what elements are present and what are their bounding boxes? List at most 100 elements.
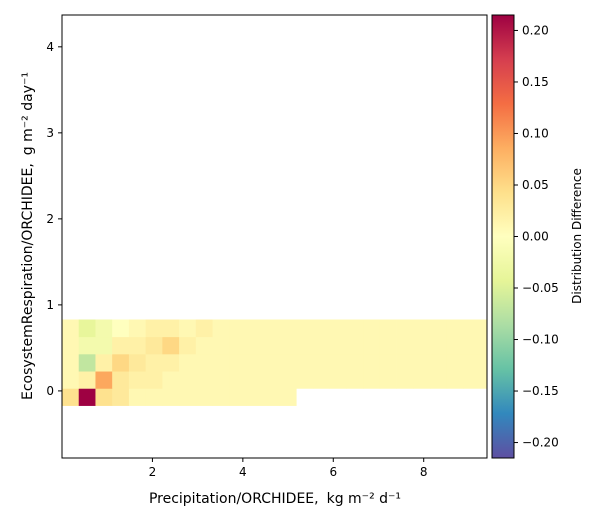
heatmap-cell [212, 388, 230, 406]
heatmap-cell [145, 319, 163, 338]
heatmap-cell [446, 371, 464, 389]
heatmap-cell [312, 371, 331, 389]
heatmap-cell [312, 319, 331, 338]
heatmap-cell [246, 388, 264, 406]
heatmap-cell [463, 353, 481, 372]
heatmap-cell [581, 320, 598, 338]
heatmap-cell [413, 319, 431, 338]
heatmap-cell [446, 319, 464, 338]
heatmap-cell [480, 336, 487, 355]
heatmap-cell [430, 371, 448, 389]
heatmap-cell [296, 353, 314, 372]
heatmap-cell [480, 319, 487, 338]
heatmap-cell [212, 353, 230, 372]
colorbar-tick-label: 0.15 [522, 75, 549, 89]
heatmap-cell [212, 336, 230, 355]
heatmap-cell [296, 336, 314, 355]
heatmap-cell [547, 354, 564, 372]
heatmap-cell [262, 353, 280, 372]
heatmap-cell [564, 320, 581, 338]
y-axis: 0 1 2 3 4 [46, 40, 62, 398]
heatmap-cell [329, 353, 347, 372]
heatmap-cell [363, 353, 381, 372]
y-tick-label: 3 [46, 126, 54, 140]
heatmap-cell [112, 319, 130, 338]
heatmap-cell [329, 336, 347, 355]
heatmap-cell [128, 319, 147, 338]
heatmap-cell [179, 371, 197, 389]
heatmap-cell [145, 388, 163, 406]
heatmap-cell [379, 336, 397, 355]
heatmap-cells [62, 319, 598, 406]
colorbar-tick-label: 0.05 [522, 178, 549, 192]
heatmap-cell [430, 319, 448, 338]
heatmap-cell [195, 388, 213, 406]
heatmap-cell [363, 319, 381, 338]
y-tick-label: 0 [46, 384, 54, 398]
colorbar-tick-label: −0.05 [522, 281, 559, 295]
heatmap-cell [262, 319, 280, 338]
heatmap-cell [179, 388, 197, 406]
plot-frame [61, 14, 488, 459]
x-axis-title: Precipitation/ORCHIDEE, kg m⁻² d⁻¹ [149, 491, 401, 507]
heatmap-cell [145, 353, 163, 372]
heatmap-cell [530, 354, 547, 372]
heatmap-cell [246, 319, 264, 338]
heatmap-cell [179, 353, 197, 372]
x-axis: 2 4 6 8 [149, 458, 428, 479]
heatmap-cell [246, 336, 264, 355]
colorbar-tick-label: −0.15 [522, 384, 559, 398]
heatmap-cell [112, 336, 130, 355]
heatmap-cell [62, 319, 80, 338]
heatmap-cell [212, 371, 230, 389]
heatmap-cell [145, 371, 163, 389]
heatmap-cell [430, 336, 448, 355]
x-tick-label: 8 [420, 465, 428, 479]
heatmap-cell [413, 371, 431, 389]
heatmap-cell [246, 353, 264, 372]
heatmap-cell [379, 319, 397, 338]
colorbar-tick-label: 0.00 [522, 230, 549, 244]
heatmap-cell [162, 319, 180, 338]
x-tick-label: 4 [239, 465, 247, 479]
heatmap-cell [78, 371, 96, 389]
heatmap-cell [262, 388, 280, 406]
heatmap-cell [162, 371, 180, 389]
y-tick-label: 1 [46, 298, 54, 312]
heatmap-cell [246, 371, 264, 389]
heatmap-cell [446, 353, 464, 372]
heatmap-cell [430, 353, 448, 372]
heatmap-cell [396, 336, 414, 355]
heatmap-cell [112, 353, 130, 372]
colorbar-tick-label: 0.20 [522, 23, 549, 37]
heatmap-cell [95, 319, 113, 338]
heatmap-cell [564, 337, 581, 355]
heatmap-cell [463, 371, 481, 389]
y-tick-label: 4 [46, 40, 54, 54]
heatmap-cell [363, 371, 381, 389]
colorbar [491, 14, 515, 459]
y-axis-title: EcosystemRespiration/ORCHIDEE,g m⁻² day⁻… [20, 72, 36, 400]
heatmap-cell [62, 388, 80, 406]
colorbar-title: Distribution Difference [570, 168, 584, 304]
heatmap-cell [329, 319, 347, 338]
heatmap-cell [463, 319, 481, 338]
heatmap-cell [78, 353, 96, 372]
heatmap-cell [379, 353, 397, 372]
heatmap-cell [145, 336, 163, 355]
heatmap-cell [195, 319, 213, 338]
heatmap-cell [279, 371, 297, 389]
heatmap-cell [329, 371, 347, 389]
heatmap-cell [279, 336, 297, 355]
heatmap-cell [62, 371, 80, 389]
heatmap-cell [162, 388, 180, 406]
colorbar-ticks: −0.20 −0.15 −0.10 −0.05 0.00 0.05 0.10 0.15 0.20 [514, 23, 559, 450]
heatmap-cell [396, 319, 414, 338]
heatmap-cell [62, 353, 80, 372]
heatmap-cell [396, 353, 414, 372]
heatmap-cell [95, 336, 113, 355]
heatmap-cell [179, 319, 197, 338]
heatmap-cell [112, 388, 130, 406]
heatmap-cell [346, 371, 364, 389]
